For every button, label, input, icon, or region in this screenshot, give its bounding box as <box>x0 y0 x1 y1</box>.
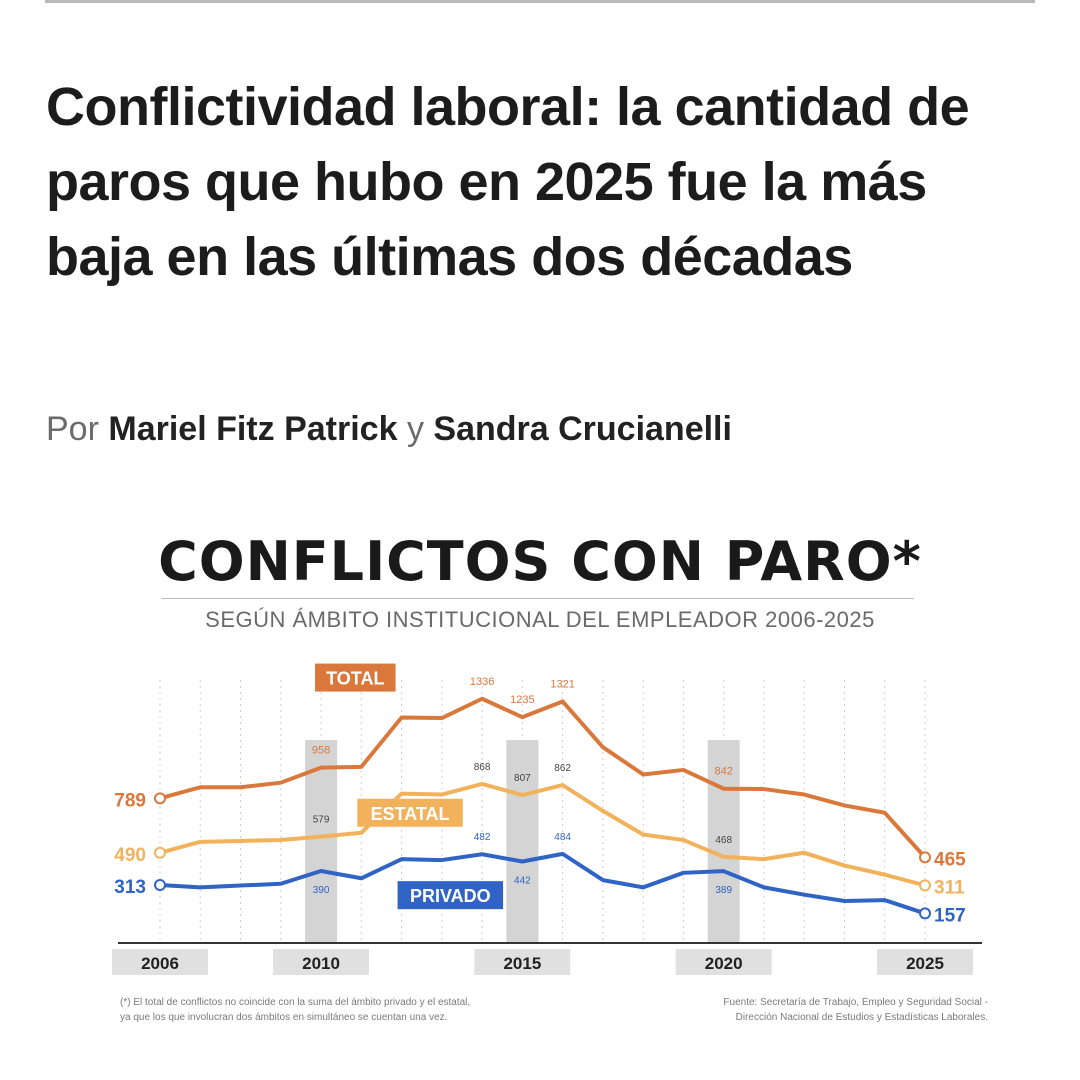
data-label-privado-2015: 442 <box>514 876 531 887</box>
byline: Por Mariel Fitz Patrick y Sandra Crucian… <box>46 410 732 449</box>
data-label-privado-2025: 157 <box>934 905 966 926</box>
data-label-privado-2010: 390 <box>313 885 330 896</box>
highlight-band-2010 <box>305 740 338 943</box>
grid-layer <box>159 680 926 942</box>
x-tick-label-2025: 2025 <box>906 954 944 973</box>
article-headline: Conflictividad laboral: la cantidad de p… <box>46 77 970 287</box>
series-tag-box-privado <box>397 881 504 910</box>
line-chart: 2006 2010 2015 2020 2025 789 958 1336 1235 1321 8… <box>112 663 982 975</box>
data-label-estatal-2015: 807 <box>514 773 531 784</box>
series-tag-total: TOTAL <box>326 669 384 689</box>
footnote-note-line-2: ya que los que involucran dos ámbitos en… <box>120 1012 448 1023</box>
series-tag-privado: PRIVADO <box>410 886 491 906</box>
series-line-estatal <box>159 781 926 888</box>
x-tick-label-2015: 2015 <box>503 954 541 973</box>
series-lines <box>154 696 931 920</box>
byline-prefix: Por <box>46 410 99 448</box>
author-link-1[interactable]: Mariel Fitz Patrick <box>108 410 398 448</box>
top-divider <box>45 0 1035 3</box>
chart-title: CONFLICTOS CON PARO* <box>158 530 922 593</box>
x-tick-box-2025 <box>877 949 973 975</box>
series-tags: TOTAL ESTATAL PRIVADO <box>315 663 504 910</box>
footnote-source-line-1: Fuente: Secretaría de Trabajo, Empleo y … <box>723 997 988 1008</box>
data-label-estatal-2020: 468 <box>715 835 732 846</box>
series-tag-box-estatal <box>357 798 463 827</box>
author-link-2[interactable]: Sandra Crucianelli <box>433 410 732 448</box>
x-tick-label-2020: 2020 <box>705 954 743 973</box>
highlight-band-2020 <box>707 740 740 943</box>
endpoint-total-2025 <box>919 851 931 864</box>
data-label-estatal-2016: 862 <box>554 763 571 774</box>
data-label-estatal-2025: 311 <box>934 877 965 898</box>
x-axis: 2006 2010 2015 2020 2025 <box>112 942 982 975</box>
data-label-total-2014: 1336 <box>470 676 494 688</box>
endpoint-estatal-2025 <box>919 879 931 892</box>
x-tick-box-2006 <box>112 949 208 975</box>
series-line-privado <box>159 851 926 916</box>
series-tag-box-total <box>315 663 396 692</box>
data-label-privado-2006: 313 <box>114 877 146 898</box>
data-label-estatal-2014: 868 <box>474 762 491 773</box>
data-label-total-2010: 958 <box>312 745 330 757</box>
x-tick-label-2006: 2006 <box>141 954 179 973</box>
footnote-source-line-2: Dirección Nacional de Estudios y Estadís… <box>735 1012 988 1023</box>
endpoint-privado-2025 <box>919 907 931 920</box>
x-tick-label-2010: 2010 <box>302 954 340 973</box>
data-label-estatal-2006: 490 <box>114 845 146 866</box>
x-tick-box-2015 <box>474 949 571 975</box>
data-label-total-2025: 465 <box>934 849 966 870</box>
x-tick-box-2020 <box>675 949 772 975</box>
endpoint-total-2006 <box>154 792 166 805</box>
data-label-total-2016: 1321 <box>550 678 574 690</box>
footnote-note: (*) El total de conflictos no coincide c… <box>120 995 580 1025</box>
footnote-source: Fuente: Secretaría de Trabajo, Empleo y … <box>568 995 988 1025</box>
data-label-privado-2020: 389 <box>715 885 732 896</box>
data-label-total-2020: 842 <box>715 766 733 778</box>
data-label-total-2015: 1235 <box>510 694 534 706</box>
endpoint-privado-2006 <box>154 879 166 892</box>
highlight-bands <box>305 740 740 943</box>
highlight-band-2015 <box>506 740 539 943</box>
data-labels: 789 958 1336 1235 1321 842 465 490 579 868 807 862 4… <box>114 676 966 927</box>
data-label-privado-2014: 482 <box>474 832 491 843</box>
data-label-total-2006: 789 <box>114 790 146 811</box>
byline-joiner: y <box>406 410 424 448</box>
x-tick-box-2010 <box>273 949 370 975</box>
footnote-note-line-1: (*) El total de conflictos no coincide c… <box>120 997 471 1008</box>
series-line-total <box>159 696 927 859</box>
chart-subtitle: SEGÚN ÁMBITO INSTITUCIONAL DEL EMPLEADOR… <box>205 607 875 632</box>
series-tag-estatal: ESTATAL <box>371 804 450 824</box>
endpoint-estatal-2006 <box>154 846 166 859</box>
data-label-estatal-2010: 579 <box>313 815 330 826</box>
chart-title-divider <box>162 598 914 599</box>
data-label-privado-2016: 484 <box>554 832 571 843</box>
